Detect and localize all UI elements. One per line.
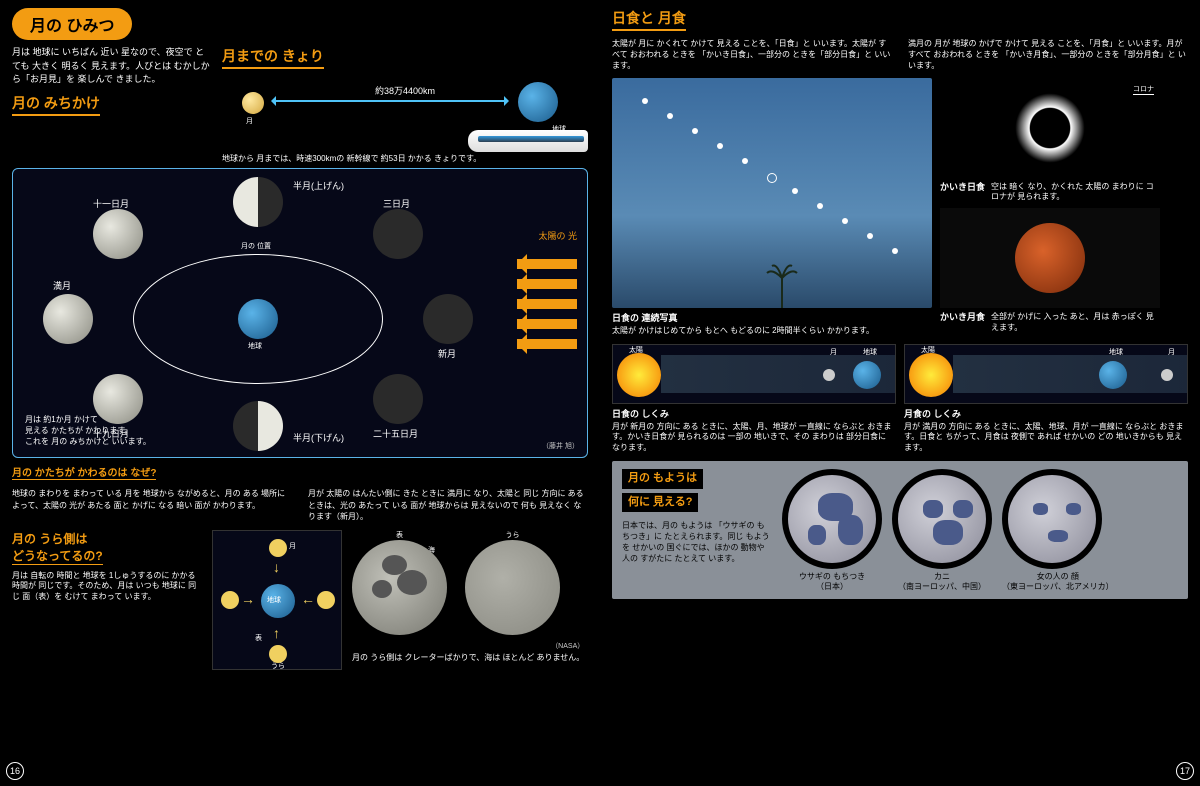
crab-moon-image [892,469,992,569]
solar-mechanism-diagram: 太陽 月 地球 [612,344,896,404]
phases-diagram: 地球 月の 位置 満月 十一日月 半月(上げん) 三日月 新月 二十五日月 半月… [12,168,588,458]
moon-icon [1161,369,1173,381]
wan-cres-moon [373,374,423,424]
distance-diagram: 約38万4400km 月 地球 [222,72,588,132]
first-q-moon [233,177,283,227]
last-q-moon [233,401,283,451]
lunar-mechanism-diagram: 太陽 地球 月 [904,344,1188,404]
eclipse-sequence-photo [612,78,932,308]
distance-value: 約38万4400km [375,84,435,97]
phases-heading: 月の みちかけ [12,93,100,116]
rotation-diagram: 地球 月 ↓ ↑ → ← 表 うら [212,530,342,670]
moon-icon [242,92,264,114]
train-caption: 地球から 月までは、時速300kmの 新幹線で 約53日 かかる きょりです。 [222,154,588,164]
farside-text: 月は 自転の 時間と 地球を 1しゅうするのに かかる 時間が 同じです。そのた… [12,571,202,602]
corona-icon [1015,93,1085,163]
earth-icon [1099,361,1127,389]
seq-caption: 太陽が かけはじめてから もとへ もどるのに 2時間半くらい かかります。 [612,326,932,336]
distance-arrow [272,100,508,102]
earth-icon [853,361,881,389]
solar-eclipse-text: 太陽が 月に かくれて かけて 見える ことを、「日食」と いいます。太陽が す… [612,38,892,72]
moon-back-image [465,540,560,635]
page-number-left: 16 [6,762,24,780]
left-page: 月の ひみつ 月は 地球に いちばん 近い 星なので、夜空で とても 大きく 明… [0,0,600,786]
total-solar-image: コロナ [940,78,1160,178]
eclipse-heading: 日食と 月食 [612,8,686,31]
sun-arrow-icon [517,259,577,269]
moon-front-image [352,540,447,635]
full-moon [43,294,93,344]
face-moon-image [1002,469,1102,569]
why-change-heading: 月の かたちが かわるのは なぜ? [12,464,156,480]
farside-heading: 月の うら側は どうなってるの? [12,530,103,565]
why-change-text1: 地球の まわりを まわって いる 月を 地球から ながめると、月の ある 場所に… [12,488,292,522]
new-moon [423,294,473,344]
intro-text: 月は 地球に いちばん 近い 星なので、夜空で とても 大きく 明るく 見えます… [12,46,212,87]
why-change-text2: 月が 太陽の はんたい側に きた ときに 満月に なり、太陽と 同じ 方向に あ… [308,488,588,522]
page-number-right: 17 [1176,762,1194,780]
red-moon-icon [1015,223,1085,293]
lunar-eclipse-text: 満月の 月が 地球の かげで かけて 見える ことを、「月食」と いいます。月が… [908,38,1188,72]
rabbit-moon-image [782,469,882,569]
sun-icon [909,353,953,397]
wax-gib-moon [93,209,143,259]
right-page: 日食と 月食 太陽が 月に かくれて かけて 見える ことを、「日食」と いいま… [600,0,1200,786]
phases-note: 月は 約1か月 かけて 見える かたちが かわります。 これを 月の みちかけと… [25,414,151,448]
moon-icon [823,369,835,381]
farside-caption: 月の うら側は クレーターばかりで、海は ほとんど ありません。 [352,653,584,663]
moon-label: 月 [246,116,253,126]
wax-cres-moon [373,209,423,259]
train-icon [468,130,588,152]
earth-icon [518,82,558,122]
sun-icon [617,353,661,397]
total-lunar-image [940,208,1160,308]
seq-title: 日食の 連続写真 [612,311,932,324]
patterns-box: 月の もようは 何に 見える? 日本では、月の もようは 「ウサギの もちつき」… [612,461,1188,599]
distance-heading: 月までの きょり [222,46,324,69]
page-title: 月の ひみつ [12,8,132,40]
